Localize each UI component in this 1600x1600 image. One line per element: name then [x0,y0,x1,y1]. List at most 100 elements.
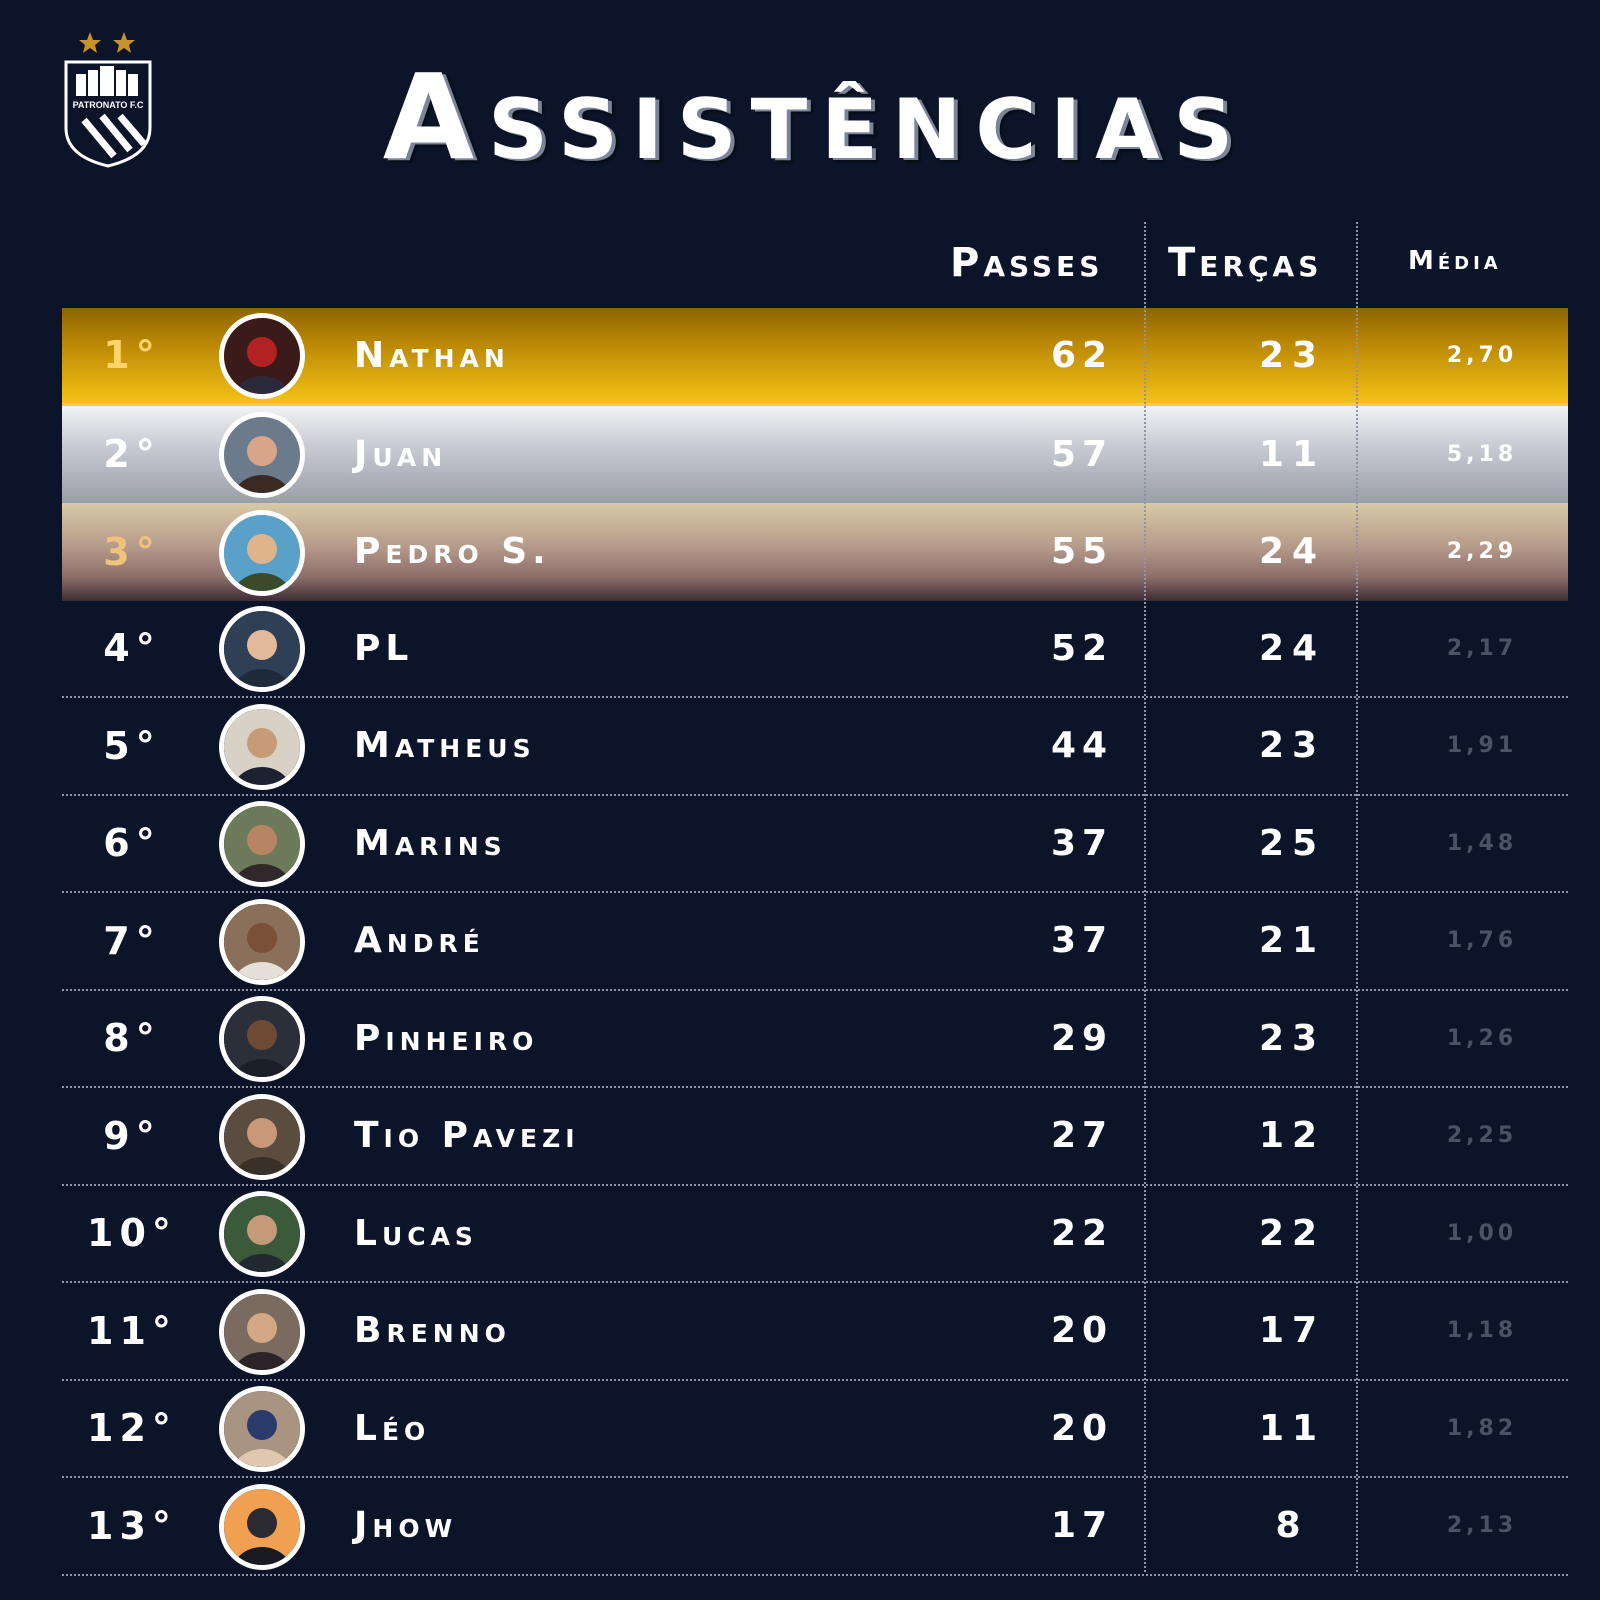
passes-value: 57 [1050,433,1114,475]
tercas-value: 24 [1258,627,1326,669]
passes-value: 52 [1050,627,1114,669]
table-row: 2° Juan 57 11 5,18 [62,405,1568,503]
rank-position: 13° [87,1503,177,1548]
media-value: 1,76 [1446,928,1518,954]
avatar-pinheiro [224,1001,300,1078]
table-row: 8° Pinheiro 29 23 1,26 [62,991,1568,1088]
player-name: Lucas [354,1212,478,1254]
tercas-value: 8 [1275,1505,1309,1547]
header-media: Média [1408,246,1502,276]
table-row: 9° Tio Pavezi 27 12 2,25 [62,1088,1568,1186]
passes-value: 55 [1050,531,1114,573]
column-divider [1144,222,1146,1572]
rank-position: 6° [103,821,161,866]
club-logo: PATRONATO F.C [62,28,154,168]
tercas-value: 21 [1258,920,1326,962]
tercas-value: 17 [1258,1310,1326,1352]
media-value: 1,18 [1446,1318,1518,1344]
ranking-table: 1° Nathan 62 23 2,70 2° Juan 57 11 5,18 3° Pedro S.… [62,308,1568,1576]
passes-value: 27 [1050,1115,1114,1157]
rank-position: 1° [103,333,161,378]
table-row: 13° Jhow 17 8 2,13 [62,1478,1568,1576]
avatar-tio-pavezi [224,1098,300,1175]
passes-value: 20 [1050,1310,1114,1352]
media-value: 1,82 [1446,1415,1518,1441]
avatar [219,1483,305,1570]
tercas-value: 11 [1258,433,1326,475]
avatar-pedro-s [224,514,300,591]
tercas-value: 11 [1258,1407,1326,1449]
tercas-value: 25 [1258,822,1326,864]
tercas-value: 22 [1258,1212,1326,1254]
passes-value: 37 [1050,920,1114,962]
avatar [219,801,305,888]
table-row: 6° Marins 37 25 1,48 [62,796,1568,893]
header-tercas: Terças [1168,240,1323,286]
player-name: Jhow [354,1505,458,1547]
avatar-andre [224,903,300,980]
tercas-value: 12 [1258,1115,1326,1157]
avatar [219,703,305,790]
player-name: Nathan [354,334,510,376]
avatar [219,313,305,400]
rank-position: 2° [103,432,161,477]
table-row: 3° Pedro S. 55 24 2,29 [62,503,1568,601]
table-row: 4° PL 52 24 2,17 [62,601,1568,698]
table-row: 11° Brenno 20 17 1,18 [62,1283,1568,1381]
table-row: 10° Lucas 22 22 1,00 [62,1186,1568,1283]
rank-position: 10° [87,1211,177,1256]
passes-value: 62 [1050,334,1114,376]
avatar-nathan [224,318,300,395]
tercas-value: 23 [1258,725,1326,767]
media-value: 2,29 [1446,539,1518,565]
avatar-jhow [224,1488,300,1565]
rank-position: 12° [87,1406,177,1451]
player-name: Pedro S. [354,531,551,573]
media-value: 5,18 [1446,441,1518,467]
avatar-lucas [224,1196,300,1273]
passes-value: 17 [1050,1505,1114,1547]
tercas-value: 23 [1258,334,1326,376]
passes-value: 29 [1050,1017,1114,1059]
avatar-matheus [224,708,300,785]
avatar [219,606,305,693]
player-name: PL [354,627,414,669]
avatar-juan [224,417,300,494]
avatar-leo [224,1391,300,1468]
rank-position: 5° [103,723,161,768]
rank-position: 7° [103,918,161,963]
avatar [219,898,305,985]
media-value: 1,91 [1446,733,1518,759]
passes-value: 37 [1050,822,1114,864]
player-name: Pinheiro [354,1017,539,1059]
player-name: Brenno [354,1310,511,1352]
player-name: Matheus [354,725,536,767]
rank-position: 4° [103,626,161,671]
table-row: 7° André 37 21 1,76 [62,893,1568,991]
avatar [219,1093,305,1180]
avatar [219,509,305,596]
page-title: Assistências [382,48,1248,186]
avatar [219,996,305,1083]
header-passes: Passes [950,240,1104,286]
tercas-value: 23 [1258,1017,1326,1059]
player-name: Tio Pavezi [354,1115,580,1157]
star-icon [79,32,101,53]
player-name: Marins [354,822,507,864]
avatar [219,1386,305,1473]
player-name: Juan [354,433,448,475]
rank-position: 8° [103,1016,161,1061]
table-row: 12° Léo 20 11 1,82 [62,1381,1568,1478]
media-value: 2,13 [1446,1513,1518,1539]
rank-position: 3° [103,529,161,574]
rank-position: 9° [103,1113,161,1158]
avatar-pl [224,611,300,688]
avatar [219,1191,305,1278]
avatar-brenno [224,1293,300,1370]
avatar [219,412,305,499]
tercas-value: 24 [1258,531,1326,573]
media-value: 2,25 [1446,1123,1518,1149]
media-value: 1,48 [1446,830,1518,856]
media-value: 2,70 [1446,342,1518,368]
table-row: 1° Nathan 62 23 2,70 [62,308,1568,406]
